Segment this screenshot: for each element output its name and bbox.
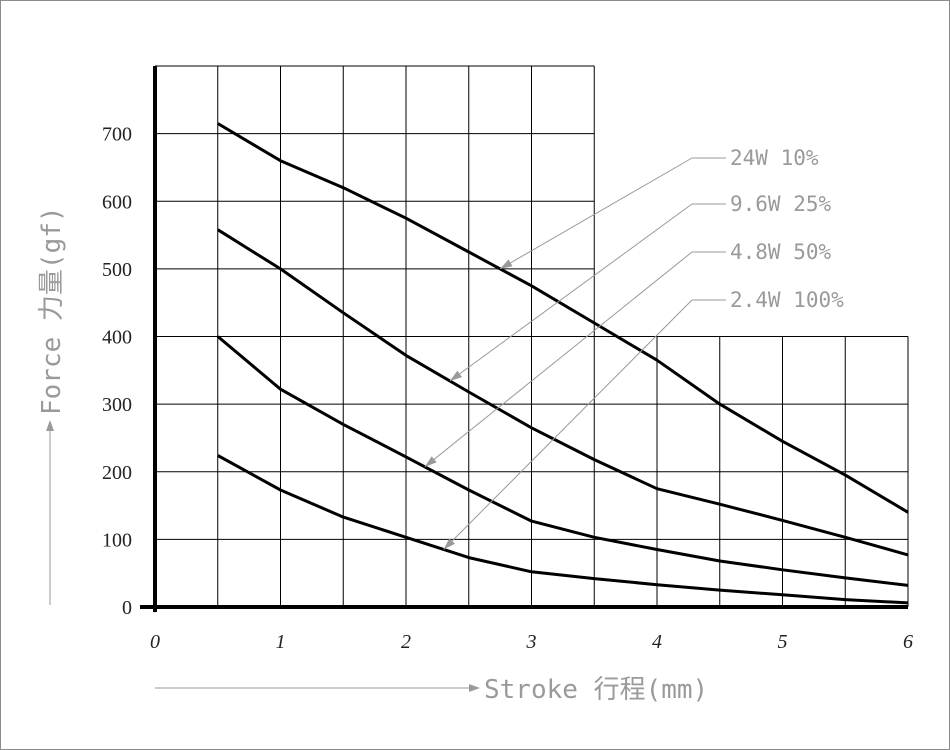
series-line bbox=[217, 122, 909, 514]
leader-arrowhead bbox=[443, 538, 455, 550]
legend-leaders bbox=[424, 157, 726, 550]
x-tick-label: 2 bbox=[401, 631, 411, 653]
y-axis-arrowhead bbox=[46, 420, 54, 431]
x-tick-label: 6 bbox=[903, 631, 913, 653]
x-tick-label: 4 bbox=[652, 631, 662, 653]
x-tick-label: 1 bbox=[276, 631, 286, 653]
y-tick-label: 700 bbox=[102, 124, 132, 146]
legend-label: 9.6W 25% bbox=[730, 192, 832, 216]
x-tick-label: 0 bbox=[150, 631, 160, 653]
series-line bbox=[217, 228, 909, 557]
leader-line bbox=[443, 299, 693, 550]
y-tick-label: 200 bbox=[102, 462, 132, 484]
y-tick-label: 100 bbox=[102, 529, 132, 551]
legend: 24W 10% 9.6W 25% 4.8W 50% 2.4W 100% bbox=[730, 146, 844, 312]
x-axis-title: Stroke 行程(mm) bbox=[155, 675, 708, 705]
y-axis-title: Force 力量(gf) bbox=[37, 206, 67, 605]
grid bbox=[155, 65, 909, 607]
x-tick-labels: 0 1 2 3 4 5 6 bbox=[150, 631, 913, 653]
legend-label: 2.4W 100% bbox=[730, 288, 844, 312]
leader-arrowhead bbox=[500, 259, 513, 269]
y-tick-label: 300 bbox=[102, 394, 132, 416]
y-tick-labels: 0 100 200 300 400 500 600 700 bbox=[102, 124, 132, 619]
series-lines bbox=[216, 122, 909, 605]
legend-label: 4.8W 50% bbox=[730, 240, 832, 264]
y-tick-label: 500 bbox=[102, 259, 132, 281]
y-tick-label: 400 bbox=[102, 327, 132, 349]
x-axis-arrowhead bbox=[469, 684, 480, 692]
leader-line bbox=[499, 157, 693, 270]
series-line bbox=[216, 335, 909, 587]
legend-label: 24W 10% bbox=[730, 146, 819, 170]
leader-line bbox=[449, 203, 693, 382]
axes bbox=[140, 66, 908, 612]
y-tick-label: 600 bbox=[102, 191, 132, 213]
series-line bbox=[217, 454, 909, 605]
leader-arrowhead bbox=[424, 456, 437, 467]
y-axis-label: Force 力量(gf) bbox=[37, 206, 67, 415]
leader-arrowhead bbox=[449, 370, 462, 381]
x-tick-label: 5 bbox=[778, 631, 788, 653]
x-tick-label: 3 bbox=[526, 631, 537, 653]
x-axis-label: Stroke 行程(mm) bbox=[484, 675, 708, 705]
y-tick-label: 0 bbox=[122, 597, 132, 619]
leader-line bbox=[424, 251, 693, 468]
